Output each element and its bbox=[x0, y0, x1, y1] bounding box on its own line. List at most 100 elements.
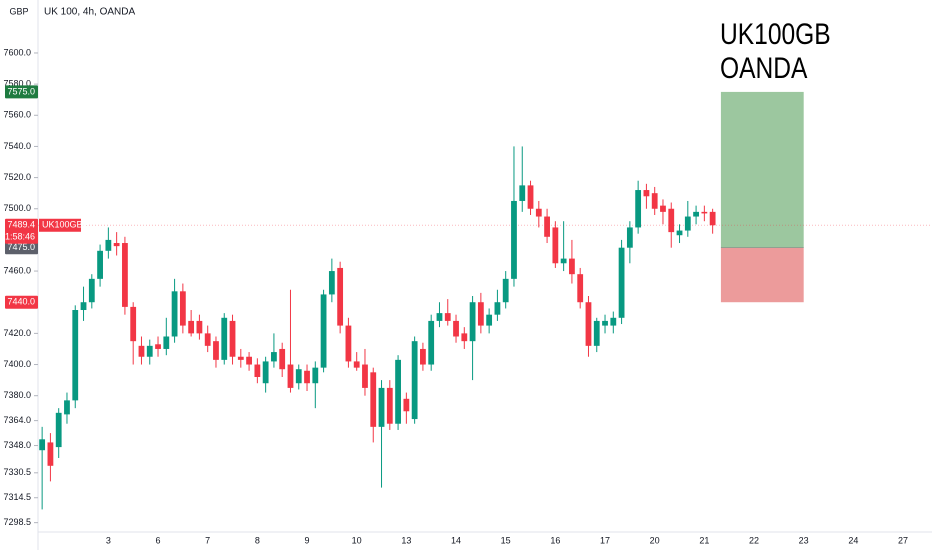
candle-body bbox=[477, 302, 484, 326]
loss-zone bbox=[720, 247, 804, 303]
candle-body bbox=[395, 359, 401, 424]
candle-body bbox=[701, 211, 708, 214]
candle-body bbox=[312, 367, 319, 384]
candle-body bbox=[527, 185, 534, 209]
candle-body bbox=[709, 211, 716, 226]
candle-body bbox=[461, 333, 468, 342]
candle-body bbox=[80, 302, 87, 311]
candle-body bbox=[72, 310, 79, 401]
candle-body bbox=[660, 205, 666, 212]
last-price-box bbox=[5, 218, 38, 244]
candle-body bbox=[626, 227, 633, 248]
candle-body bbox=[519, 185, 526, 201]
y-tick-label: 7420.0 bbox=[3, 328, 31, 338]
profit-zone bbox=[720, 91, 804, 248]
stop-label: 7440.0 bbox=[7, 297, 35, 307]
annotation: OANDA bbox=[720, 51, 808, 85]
candle-body bbox=[146, 345, 153, 357]
candle-body bbox=[221, 317, 228, 360]
candle-body bbox=[643, 190, 650, 197]
candle-body bbox=[684, 216, 691, 231]
candle-body bbox=[64, 400, 70, 415]
countdown: 01:58:46 bbox=[0, 232, 35, 242]
candle-body bbox=[254, 364, 261, 377]
candle-body bbox=[610, 317, 617, 326]
candle-body bbox=[693, 211, 699, 217]
target-label: 7575.0 bbox=[7, 86, 35, 96]
x-tick-label: 3 bbox=[106, 535, 111, 545]
entry-box bbox=[5, 241, 38, 255]
candle-body bbox=[113, 243, 120, 247]
candle-body bbox=[386, 387, 393, 424]
candle-body bbox=[304, 370, 310, 384]
x-tick-label: 6 bbox=[156, 535, 161, 545]
candle-body bbox=[39, 439, 46, 451]
symbol-label: UK100GBP bbox=[42, 220, 89, 230]
candle-body bbox=[287, 364, 294, 388]
y-tick-label: 7380.0 bbox=[3, 390, 31, 400]
candle-body bbox=[262, 361, 269, 384]
y-tick-label: 7560.0 bbox=[3, 110, 31, 120]
x-tick-label: 24 bbox=[848, 535, 858, 545]
y-tick-label: 7460.0 bbox=[3, 265, 31, 275]
y-tick-label: 7314.5 bbox=[3, 492, 31, 502]
candle-body bbox=[593, 320, 600, 346]
candle-body bbox=[122, 243, 128, 307]
candle-body bbox=[204, 333, 211, 346]
x-tick-label: 21 bbox=[699, 535, 709, 545]
x-tick-label: 22 bbox=[749, 535, 759, 545]
y-tick-label: 7330.5 bbox=[3, 467, 31, 477]
candle-body bbox=[494, 302, 501, 315]
x-tick-label: 13 bbox=[401, 535, 411, 545]
x-tick-label: 20 bbox=[650, 535, 660, 545]
x-tick-label: 27 bbox=[898, 535, 908, 545]
candle-body bbox=[47, 442, 54, 466]
entry-label: 7475.0 bbox=[7, 242, 35, 252]
candle-body bbox=[511, 200, 517, 279]
candle-body bbox=[337, 267, 344, 326]
candle-body bbox=[651, 193, 658, 209]
candle-body bbox=[97, 250, 103, 279]
candle-body bbox=[179, 291, 186, 326]
y-tick-label: 7580.0 bbox=[3, 78, 31, 88]
candle-body bbox=[420, 348, 426, 365]
chart-title: UK 100, 4h, OANDA bbox=[44, 7, 135, 18]
candle-body bbox=[246, 356, 252, 365]
candle-body bbox=[378, 387, 385, 427]
candle-body bbox=[196, 320, 203, 334]
candle-body bbox=[552, 227, 559, 264]
candle-body bbox=[444, 313, 451, 321]
candle-body bbox=[345, 325, 352, 362]
candle-body bbox=[428, 320, 435, 365]
x-tick-label: 15 bbox=[501, 535, 511, 545]
y-tick-label: 7400.0 bbox=[3, 359, 31, 369]
candle-body bbox=[577, 274, 584, 303]
x-tick-label: 7 bbox=[205, 535, 210, 545]
candle-body bbox=[105, 239, 112, 251]
y-tick-label: 7364.0 bbox=[3, 415, 31, 425]
candle-body bbox=[411, 341, 418, 420]
candle-body bbox=[328, 271, 335, 295]
candle-body bbox=[188, 320, 195, 334]
currency: GBP bbox=[9, 6, 28, 16]
candle-body bbox=[320, 294, 327, 368]
y-tick-label: 7540.0 bbox=[3, 141, 31, 151]
candle-body bbox=[229, 320, 236, 357]
candle-body bbox=[88, 278, 95, 303]
candle-body bbox=[569, 258, 575, 275]
y-tick-label: 7348.0 bbox=[3, 440, 31, 450]
candle-body bbox=[453, 320, 459, 337]
candle-body bbox=[585, 302, 592, 346]
candle-body bbox=[560, 258, 567, 264]
x-tick-label: 14 bbox=[451, 535, 461, 545]
x-tick-label: 23 bbox=[799, 535, 809, 545]
x-tick-label: 8 bbox=[255, 535, 260, 545]
candle-body bbox=[295, 369, 302, 384]
candle-body bbox=[271, 352, 277, 362]
candle-body bbox=[362, 364, 368, 388]
candle-body bbox=[55, 412, 62, 448]
x-tick-label: 16 bbox=[550, 535, 560, 545]
candle-body bbox=[436, 313, 443, 321]
candle-body bbox=[155, 344, 161, 349]
